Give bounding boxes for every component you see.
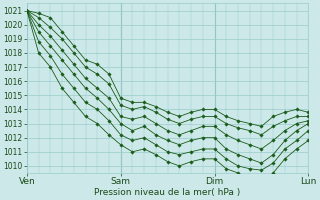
X-axis label: Pression niveau de la mer( hPa ): Pression niveau de la mer( hPa ) [94, 188, 241, 197]
